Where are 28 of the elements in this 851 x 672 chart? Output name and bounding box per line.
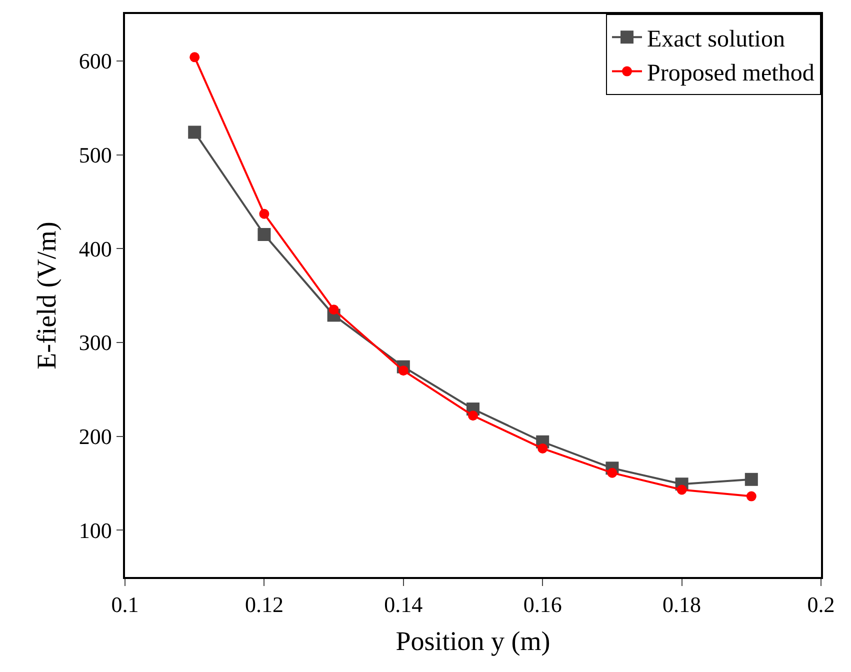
- x-tick-label: 0.18: [662, 592, 702, 618]
- point: [538, 443, 548, 454]
- y-tick-label: 200: [78, 424, 112, 449]
- y-tick-label: 400: [78, 236, 112, 262]
- y-tick-label: 300: [78, 330, 112, 356]
- x-tick-label: 0.2: [807, 592, 835, 618]
- point: [398, 366, 408, 376]
- x-tick-label: 0.1: [111, 592, 139, 618]
- y-tick-label: 100: [78, 518, 112, 543]
- legend-label: Exact solution: [647, 26, 785, 52]
- point: [259, 208, 270, 219]
- point: [607, 468, 618, 478]
- y-axis-title: E-field (V/m): [31, 222, 62, 370]
- y-tick-label: 500: [78, 142, 112, 168]
- legend-label: Proposed method: [647, 60, 814, 87]
- x-axis-title: Position y (m): [396, 626, 550, 656]
- point: [190, 52, 200, 62]
- x-tick-label: 0.16: [523, 592, 562, 618]
- point: [188, 126, 202, 139]
- x-tick-label: 0.12: [244, 592, 284, 618]
- x-tick-label: 0.14: [384, 592, 423, 618]
- point: [328, 304, 339, 315]
- point: [258, 228, 271, 242]
- point: [676, 484, 687, 495]
- point: [468, 410, 478, 421]
- y-tick-label: 600: [78, 48, 112, 74]
- point: [744, 472, 758, 486]
- point: [746, 491, 756, 502]
